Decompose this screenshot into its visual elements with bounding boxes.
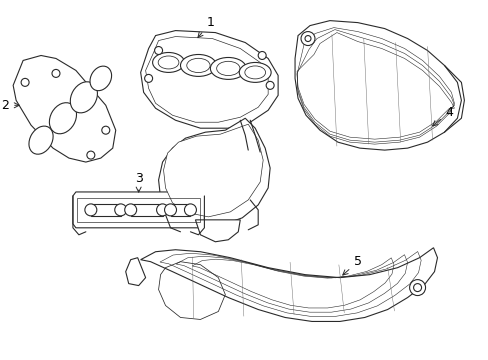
Polygon shape bbox=[294, 21, 461, 150]
Ellipse shape bbox=[29, 126, 53, 154]
Circle shape bbox=[52, 69, 60, 77]
Ellipse shape bbox=[210, 58, 246, 80]
Ellipse shape bbox=[216, 61, 240, 76]
Polygon shape bbox=[145, 37, 267, 122]
Polygon shape bbox=[195, 220, 240, 242]
Circle shape bbox=[124, 204, 136, 216]
Ellipse shape bbox=[186, 58, 210, 73]
Circle shape bbox=[85, 204, 97, 216]
Polygon shape bbox=[130, 204, 162, 216]
Text: 4: 4 bbox=[432, 106, 452, 126]
Circle shape bbox=[413, 284, 421, 292]
Circle shape bbox=[305, 36, 310, 41]
Text: 2: 2 bbox=[1, 99, 19, 112]
Polygon shape bbox=[13, 55, 116, 162]
Circle shape bbox=[87, 151, 95, 159]
Ellipse shape bbox=[244, 66, 265, 79]
Ellipse shape bbox=[70, 82, 97, 113]
Polygon shape bbox=[73, 192, 204, 228]
Ellipse shape bbox=[158, 56, 179, 69]
Circle shape bbox=[301, 32, 314, 45]
Circle shape bbox=[154, 46, 162, 54]
Circle shape bbox=[21, 78, 29, 86]
Polygon shape bbox=[141, 31, 278, 128]
Polygon shape bbox=[141, 248, 437, 321]
Text: 5: 5 bbox=[342, 255, 361, 275]
Ellipse shape bbox=[239, 62, 270, 82]
Circle shape bbox=[184, 204, 196, 216]
Circle shape bbox=[265, 81, 274, 89]
Polygon shape bbox=[158, 118, 269, 226]
Circle shape bbox=[409, 280, 425, 296]
Text: 1: 1 bbox=[198, 16, 214, 37]
Ellipse shape bbox=[180, 54, 216, 76]
Polygon shape bbox=[125, 258, 145, 285]
Polygon shape bbox=[170, 204, 190, 216]
Polygon shape bbox=[163, 124, 263, 217]
Circle shape bbox=[156, 204, 168, 216]
Circle shape bbox=[258, 51, 265, 59]
Circle shape bbox=[115, 204, 126, 216]
Circle shape bbox=[144, 75, 152, 82]
Ellipse shape bbox=[49, 103, 76, 134]
Text: 3: 3 bbox=[135, 171, 142, 192]
Ellipse shape bbox=[152, 53, 184, 72]
Circle shape bbox=[164, 204, 176, 216]
Polygon shape bbox=[91, 204, 121, 216]
Ellipse shape bbox=[90, 66, 111, 91]
Circle shape bbox=[102, 126, 109, 134]
